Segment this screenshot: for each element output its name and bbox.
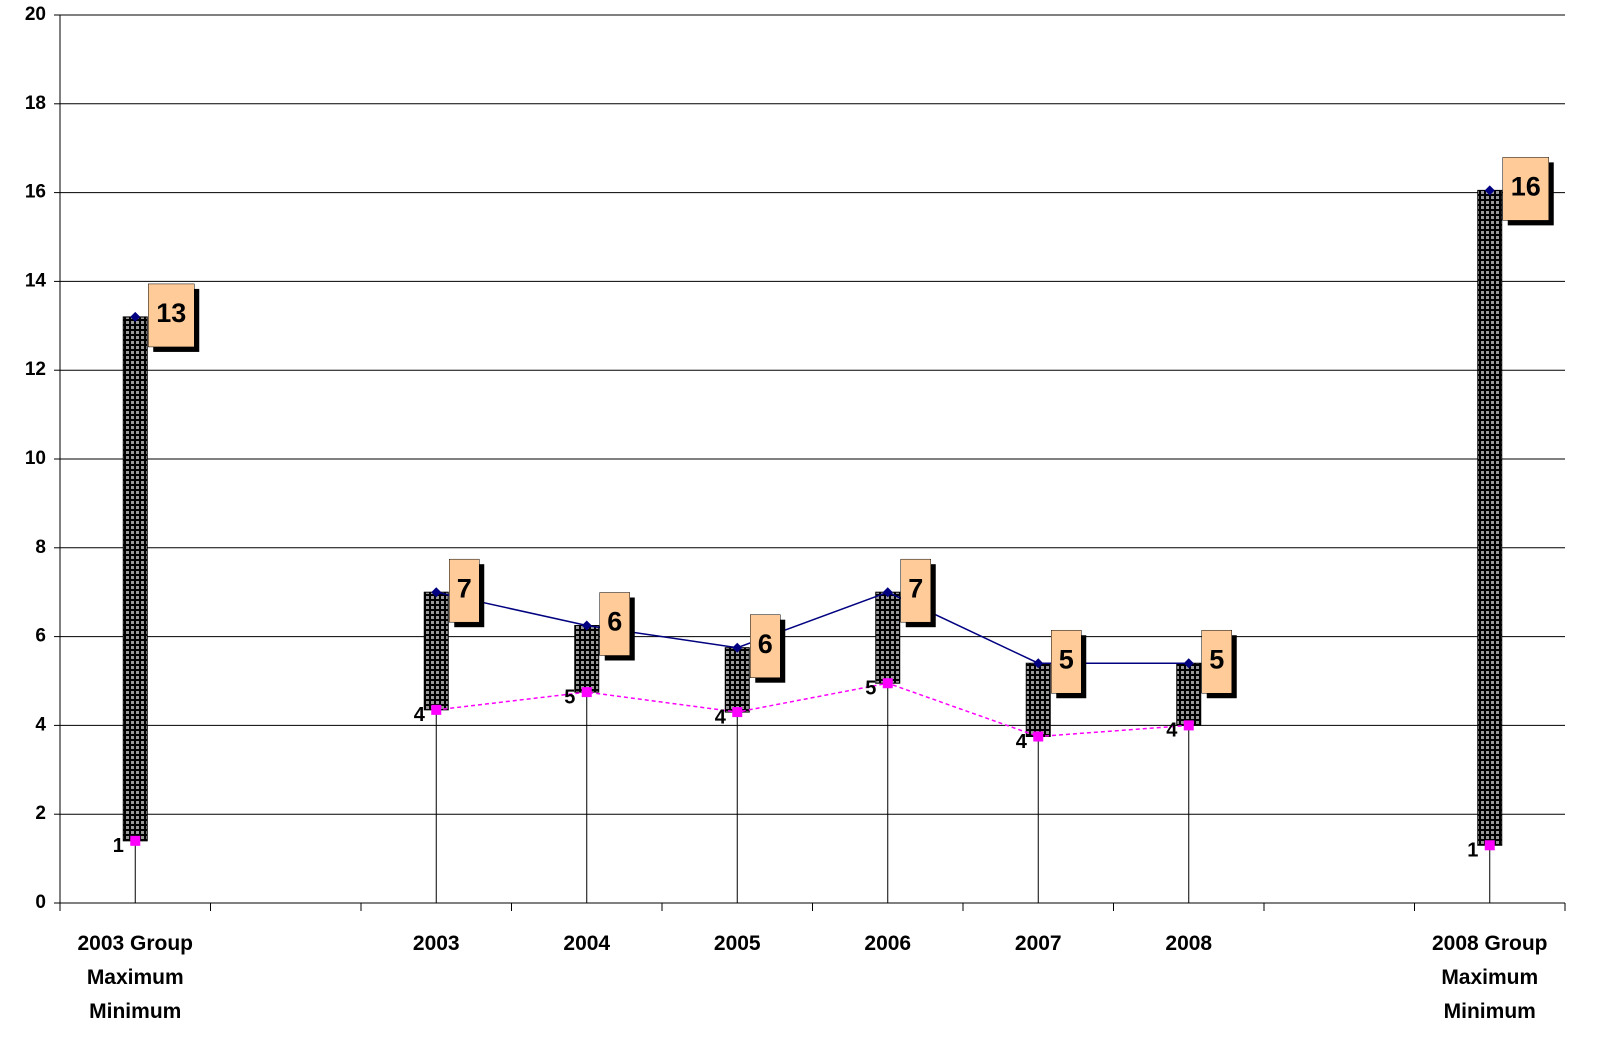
y-tick-label: 20 — [25, 4, 46, 25]
value-label: 5 — [865, 678, 876, 700]
max-marker — [1033, 658, 1044, 669]
min-marker — [431, 704, 442, 715]
x-tick-label: 2003 Group Maximum Minimum — [77, 932, 194, 1023]
value-label: 1 — [113, 835, 124, 857]
range-bar — [875, 591, 901, 684]
label-box — [449, 558, 480, 623]
y-tick-label: 10 — [25, 448, 46, 469]
value-label: 4 — [1166, 720, 1178, 742]
series-line — [436, 190, 1490, 663]
label-box — [1502, 157, 1549, 221]
y-tick-label: 2 — [35, 803, 46, 824]
value-label: 16 — [1511, 172, 1541, 202]
y-tick-label: 0 — [35, 892, 46, 913]
y-tick-label: 18 — [25, 93, 46, 114]
y-tick-label: 8 — [35, 537, 46, 558]
min-marker — [1484, 840, 1495, 851]
value-label: 4 — [715, 706, 727, 728]
label-box — [148, 283, 195, 348]
value-label: 7 — [457, 573, 472, 603]
max-marker — [130, 311, 141, 322]
x-tick-label: 2003 — [412, 932, 460, 955]
range-bar — [574, 625, 600, 693]
value-label: 7 — [908, 573, 923, 603]
max-marker — [581, 620, 592, 631]
range-bar — [724, 647, 750, 713]
max-marker — [882, 587, 893, 598]
value-label: 5 — [1059, 644, 1074, 674]
value-label: 4 — [1016, 731, 1028, 753]
max-marker — [732, 642, 743, 653]
label-box — [599, 592, 630, 656]
value-label: 5 — [564, 686, 575, 708]
min-marker — [581, 687, 592, 698]
y-tick-label: 14 — [25, 270, 47, 291]
y-tick-label: 16 — [25, 182, 46, 203]
value-label: 5 — [1209, 644, 1224, 674]
value-label: 4 — [414, 704, 426, 726]
y-tick-label: 4 — [35, 714, 46, 735]
label-box — [1201, 629, 1232, 694]
x-tick-label: 2004 — [563, 932, 611, 955]
min-marker — [882, 678, 893, 689]
min-marker — [130, 835, 141, 846]
x-tick-label: 2005 — [713, 932, 761, 955]
range-bar — [1477, 189, 1503, 846]
label-box — [900, 558, 931, 623]
y-tick-label: 12 — [25, 359, 46, 380]
range-bar — [122, 316, 148, 842]
series-line — [436, 683, 1490, 845]
value-label: 6 — [758, 629, 773, 659]
y-tick-label: 6 — [35, 626, 46, 647]
max-marker — [1484, 185, 1495, 196]
x-tick-label: 2007 — [1014, 932, 1062, 955]
x-tick-label: 2006 — [864, 932, 912, 955]
value-label: 6 — [607, 607, 622, 637]
value-label: 1 — [1467, 840, 1478, 862]
x-tick-label: 2008 Group Maximum Minimum — [1431, 932, 1548, 1023]
range-bar — [423, 591, 449, 711]
min-marker — [1033, 731, 1044, 742]
value-label: 13 — [156, 298, 186, 328]
max-marker — [1183, 658, 1194, 669]
max-marker — [431, 587, 442, 598]
range-bar — [1025, 662, 1051, 737]
label-box — [1051, 629, 1082, 694]
range-bar — [1176, 662, 1202, 726]
min-marker — [1183, 720, 1194, 731]
min-marker — [732, 707, 743, 718]
label-box — [750, 614, 781, 678]
x-tick-label: 2008 — [1165, 932, 1213, 955]
